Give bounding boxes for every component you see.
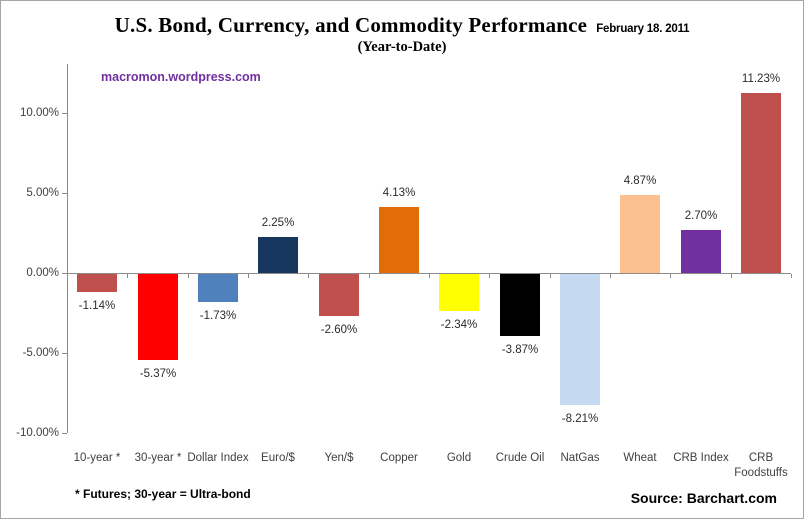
y-tick-label: 5.00% — [26, 187, 59, 199]
bar-crb-index — [681, 230, 721, 273]
chart-title: U.S. Bond, Currency, and Commodity Perfo… — [114, 13, 588, 37]
y-tick-mark — [62, 433, 67, 434]
footnote: * Futures; 30-year = Ultra-bond — [75, 487, 251, 501]
bar-natgas — [560, 274, 600, 405]
category-tick-mark — [369, 274, 370, 278]
category-label: NatGas — [560, 452, 600, 464]
y-axis-line — [67, 64, 68, 433]
bar-gold — [439, 274, 479, 311]
category-tick-mark — [610, 274, 611, 278]
category-label: CRB Foodstuffs — [734, 452, 788, 479]
bar-euro — [258, 237, 298, 273]
bar-dollar-index — [198, 274, 238, 302]
y-tick-label: -5.00% — [22, 347, 59, 359]
bar-copper — [379, 207, 419, 273]
category-tick-mark — [67, 274, 68, 278]
bar-value-label: -8.21% — [561, 413, 599, 425]
title-row: U.S. Bond, Currency, and Commodity Perfo… — [1, 13, 803, 38]
bar-crb-foodstuffs — [741, 93, 781, 273]
category-tick-mark — [188, 274, 189, 278]
y-tick-label: -10.00% — [16, 427, 59, 439]
y-tick-mark — [62, 193, 67, 194]
bar-value-label: -1.14% — [78, 300, 116, 312]
source-credit: Source: Barchart.com — [630, 490, 777, 506]
category-tick-mark — [550, 274, 551, 278]
y-tick-mark — [62, 353, 67, 354]
x-axis-zero-line — [67, 273, 791, 274]
category-label: Euro/$ — [261, 452, 295, 464]
category-label: 10-year * — [73, 452, 121, 464]
category-tick-mark — [791, 274, 792, 278]
bar-value-label: -2.60% — [320, 324, 358, 336]
category-tick-mark — [731, 274, 732, 278]
watermark-link[interactable]: macromon.wordpress.com — [101, 70, 261, 84]
chart-subtitle: (Year-to-Date) — [357, 39, 447, 55]
category-tick-mark — [670, 274, 671, 278]
bar-value-label: 4.87% — [623, 175, 657, 187]
category-label: Wheat — [623, 452, 657, 464]
category-tick-mark — [308, 274, 309, 278]
bar-yen — [319, 274, 359, 316]
category-tick-mark — [429, 274, 430, 278]
category-label: Crude Oil — [495, 452, 545, 464]
category-label: Copper — [380, 452, 418, 464]
y-tick-label: 10.00% — [19, 107, 59, 119]
category-label: CRB Index — [673, 452, 729, 464]
bar-30-year — [138, 274, 178, 360]
bar-crude-oil — [500, 274, 540, 336]
category-label: Yen/$ — [324, 452, 354, 464]
y-tick-label: 0.00% — [26, 267, 59, 279]
bar-value-label: -3.87% — [501, 344, 539, 356]
chart-date: February 18. 2011 — [596, 23, 690, 35]
bar-value-label: -2.34% — [440, 319, 478, 331]
bar-10-year — [77, 274, 117, 292]
y-tick-mark — [62, 273, 67, 274]
y-tick-mark — [62, 113, 67, 114]
bar-value-label: -5.37% — [139, 368, 177, 380]
category-tick-mark — [489, 274, 490, 278]
bar-value-label: 2.70% — [684, 210, 718, 222]
category-tick-mark — [248, 274, 249, 278]
category-tick-mark — [127, 274, 128, 278]
bar-value-label: -1.73% — [199, 310, 237, 322]
bar-value-label: 2.25% — [261, 217, 295, 229]
category-label: 30-year * — [134, 452, 182, 464]
bar-value-label: 11.23% — [741, 73, 781, 85]
bar-value-label: 4.13% — [382, 187, 416, 199]
category-label: Dollar Index — [187, 452, 249, 464]
bar-wheat — [620, 195, 660, 273]
category-label: Gold — [446, 452, 472, 464]
chart-header: U.S. Bond, Currency, and Commodity Perfo… — [1, 13, 803, 56]
